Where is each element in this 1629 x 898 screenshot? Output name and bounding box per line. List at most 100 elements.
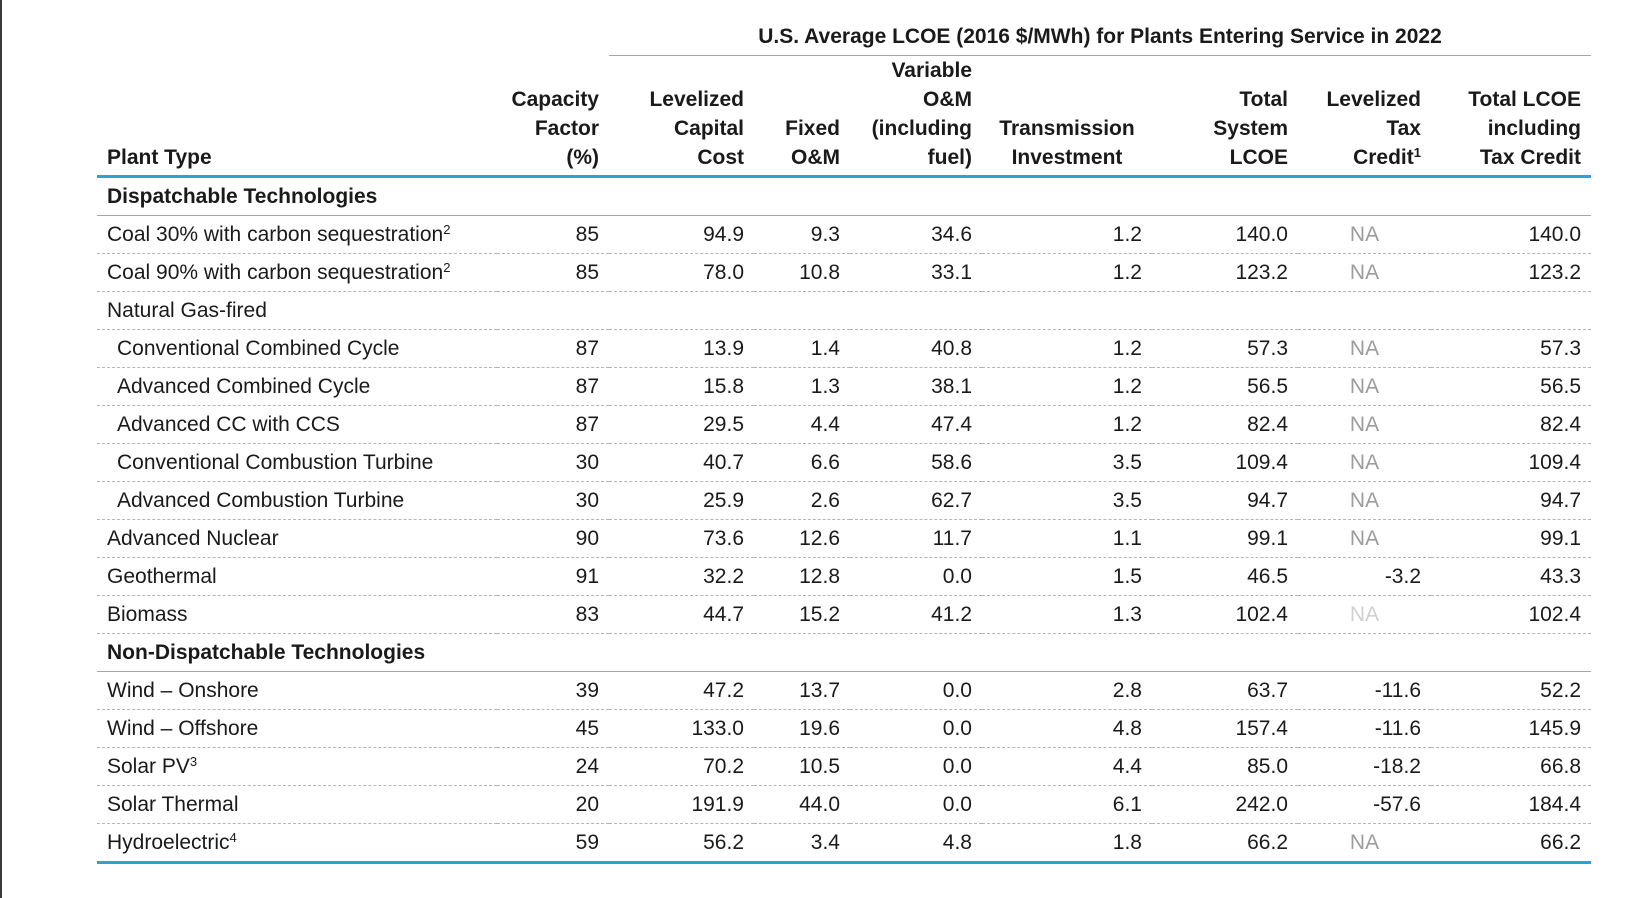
levelized-tax-credit-cell: NA <box>1298 253 1431 292</box>
total-system-lcoe-cell <box>1152 291 1298 330</box>
levelized-tax-credit-cell: -3.2 <box>1298 557 1431 596</box>
plant-type-cell: Coal 30% with carbon sequestration2 <box>97 215 497 254</box>
capacity-factor-cell: 45 <box>497 709 609 748</box>
plant-type-text: Coal 90% with carbon sequestration <box>107 260 444 284</box>
levelized-tax-credit-cell <box>1298 176 1431 216</box>
plant-type-text: Solar Thermal <box>107 792 239 816</box>
total-lcoe-with-tax-credit-cell: 94.7 <box>1431 481 1592 520</box>
total-lcoe-with-tax-credit-cell: 140.0 <box>1431 215 1592 254</box>
levelized-tax-credit-cell: -11.6 <box>1298 671 1431 710</box>
table-row: Coal 30% with carbon sequestration2 85 94.… <box>97 215 1592 254</box>
variable-om-cell: 4.8 <box>850 823 982 864</box>
column-header-line: LCOE <box>1229 146 1288 169</box>
variable-om-cell: 34.6 <box>850 215 982 254</box>
table-row: Biomass 83 44.7 15.2 41.2 1.3 102.4 NA 102.4 <box>97 595 1592 634</box>
column-header-capacity-factor: Capacity Factor (%) <box>497 55 609 178</box>
column-header-line: Capacity <box>511 88 599 111</box>
variable-om-cell: 0.0 <box>850 747 982 786</box>
plant-type-cell: Advanced Combustion Turbine <box>97 481 497 520</box>
group-header-row: Natural Gas-fired <box>97 291 1592 330</box>
plant-type-text: Advanced Combined Cycle <box>117 374 371 398</box>
footnote-marker: 2 <box>443 259 451 275</box>
column-header-line: Levelized <box>1326 88 1421 111</box>
capacity-factor-cell: 91 <box>497 557 609 596</box>
column-header-line: Factor <box>534 117 599 140</box>
total-system-lcoe-cell: 94.7 <box>1152 481 1298 520</box>
column-header-line: Total LCOE <box>1468 88 1582 111</box>
variable-om-cell: 58.6 <box>850 443 982 482</box>
plant-type-cell: Solar PV3 <box>97 747 497 786</box>
plant-type-cell: Wind – Onshore <box>97 671 497 710</box>
column-header-plant-type: Plant Type <box>97 55 497 178</box>
levelized-capital-cost-cell: 70.2 <box>609 747 754 786</box>
levelized-capital-cost-cell <box>609 291 754 330</box>
table-row: Conventional Combined Cycle 87 13.9 1.4 40.8… <box>97 329 1592 368</box>
super-header-spacer <box>497 18 609 56</box>
plant-type-text: Non-Dispatchable Technologies <box>107 640 426 664</box>
transmission-investment-cell: 1.2 <box>982 253 1152 292</box>
variable-om-cell: 40.8 <box>850 329 982 368</box>
fixed-om-cell: 15.2 <box>754 595 850 634</box>
column-header-line: O&M <box>791 146 840 169</box>
total-system-lcoe-cell: 102.4 <box>1152 595 1298 634</box>
plant-type-text: Conventional Combustion Turbine <box>117 450 434 474</box>
column-header-line: Credit <box>1353 146 1414 169</box>
table-row: Conventional Combustion Turbine 30 40.7 6.6… <box>97 443 1592 482</box>
total-system-lcoe-cell: 82.4 <box>1152 405 1298 444</box>
column-header-levelized-capital-cost: Levelized Capital Cost <box>609 55 754 178</box>
variable-om-cell: 62.7 <box>850 481 982 520</box>
variable-om-cell: 38.1 <box>850 367 982 406</box>
levelized-capital-cost-cell: 191.9 <box>609 785 754 824</box>
lcoe-table-container: U.S. Average LCOE (2016 $/MWh) for Plant… <box>97 18 1592 864</box>
column-header-line: Plant Type <box>107 146 212 169</box>
plant-type-cell: Conventional Combined Cycle <box>97 329 497 368</box>
fixed-om-cell: 2.6 <box>754 481 850 520</box>
variable-om-cell <box>850 176 982 216</box>
fixed-om-cell: 1.4 <box>754 329 850 368</box>
levelized-tax-credit-cell: -11.6 <box>1298 709 1431 748</box>
levelized-tax-credit-cell: NA <box>1298 595 1431 634</box>
plant-type-text: Biomass <box>107 602 188 626</box>
fixed-om-cell: 44.0 <box>754 785 850 824</box>
levelized-capital-cost-cell: 40.7 <box>609 443 754 482</box>
transmission-investment-cell: 1.2 <box>982 215 1152 254</box>
total-lcoe-with-tax-credit-cell: 56.5 <box>1431 367 1592 406</box>
levelized-tax-credit-cell: NA <box>1298 367 1431 406</box>
total-lcoe-with-tax-credit-cell: 43.3 <box>1431 557 1592 596</box>
table-super-title: U.S. Average LCOE (2016 $/MWh) for Plant… <box>609 18 1592 56</box>
fixed-om-cell: 10.8 <box>754 253 850 292</box>
section-header-row: Non-Dispatchable Technologies <box>97 633 1592 672</box>
group-label: Natural Gas-fired <box>97 291 497 330</box>
plant-type-cell: Advanced Combined Cycle <box>97 367 497 406</box>
variable-om-cell: 0.0 <box>850 709 982 748</box>
plant-type-text: Wind – Offshore <box>107 716 259 740</box>
levelized-tax-credit-cell: NA <box>1298 405 1431 444</box>
transmission-investment-cell: 6.1 <box>982 785 1152 824</box>
column-header-line: including <box>1487 117 1582 140</box>
capacity-factor-cell: 87 <box>497 367 609 406</box>
levelized-capital-cost-cell: 29.5 <box>609 405 754 444</box>
column-header-total-system-lcoe: Total System LCOE <box>1152 55 1298 178</box>
table-header: U.S. Average LCOE (2016 $/MWh) for Plant… <box>97 18 1592 178</box>
total-lcoe-with-tax-credit-cell <box>1431 633 1592 672</box>
column-header-line: Investment <box>1011 146 1123 169</box>
super-header-row: U.S. Average LCOE (2016 $/MWh) for Plant… <box>97 18 1592 56</box>
levelized-capital-cost-cell <box>609 633 754 672</box>
transmission-investment-cell: 1.2 <box>982 367 1152 406</box>
transmission-investment-cell: 1.3 <box>982 595 1152 634</box>
total-system-lcoe-cell: 85.0 <box>1152 747 1298 786</box>
transmission-investment-cell: 4.8 <box>982 709 1152 748</box>
total-lcoe-with-tax-credit-cell: 66.8 <box>1431 747 1592 786</box>
fixed-om-cell: 1.3 <box>754 367 850 406</box>
plant-type-text: Hydroelectric <box>107 830 230 854</box>
fixed-om-cell: 4.4 <box>754 405 850 444</box>
fixed-om-cell: 12.6 <box>754 519 850 558</box>
fixed-om-cell: 3.4 <box>754 823 850 864</box>
transmission-investment-cell: 4.4 <box>982 747 1152 786</box>
capacity-factor-cell: 59 <box>497 823 609 864</box>
capacity-factor-cell: 85 <box>497 253 609 292</box>
transmission-investment-cell: 3.5 <box>982 443 1152 482</box>
capacity-factor-cell: 90 <box>497 519 609 558</box>
plant-type-cell: Coal 90% with carbon sequestration2 <box>97 253 497 292</box>
total-system-lcoe-cell: 66.2 <box>1152 823 1298 864</box>
